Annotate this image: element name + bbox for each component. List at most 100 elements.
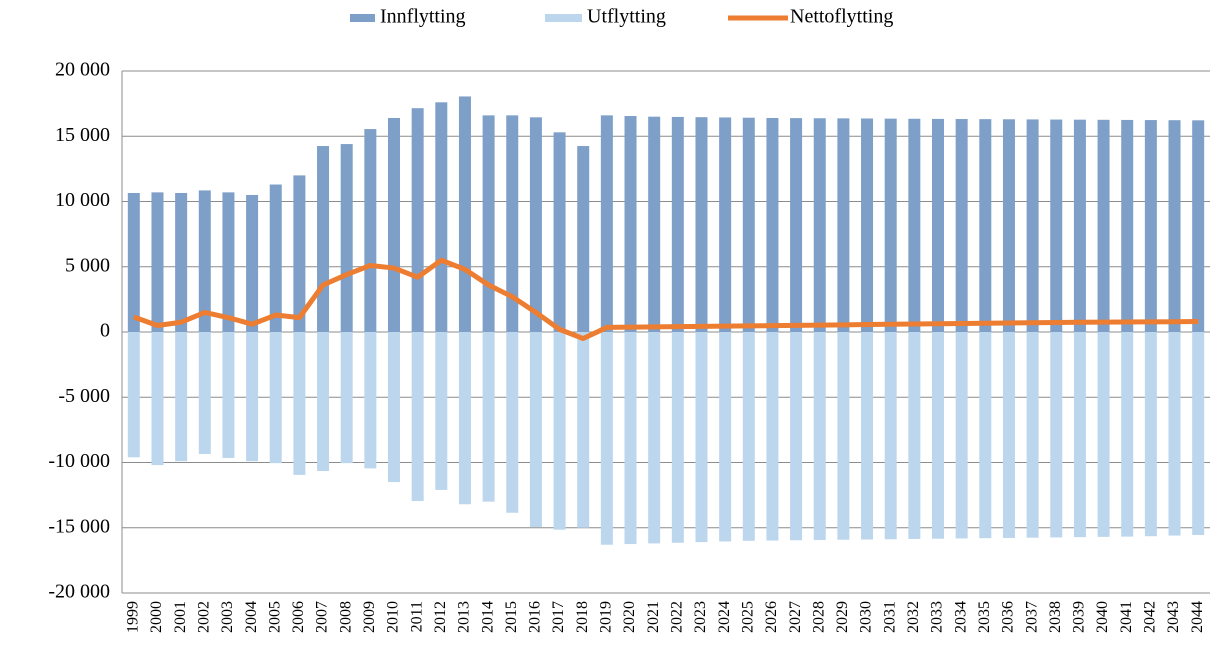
x-tick-label: 2043 <box>1165 601 1182 633</box>
x-tick-label: 2021 <box>645 601 662 633</box>
legend-label: Utflytting <box>587 6 666 28</box>
bar <box>293 332 306 475</box>
x-tick-label: 2036 <box>1000 601 1017 633</box>
y-tick-label: 20 000 <box>55 59 110 81</box>
x-tick-label: 2015 <box>503 601 520 633</box>
bar <box>695 332 708 543</box>
bar <box>340 144 353 332</box>
bar <box>269 332 282 464</box>
x-tick-label: 2017 <box>550 601 567 633</box>
bar <box>979 332 992 539</box>
bar <box>317 332 330 471</box>
x-tick-label: 2040 <box>1094 601 1111 633</box>
bar <box>790 118 803 332</box>
x-tick-label: 2030 <box>858 601 875 633</box>
bar <box>435 102 448 332</box>
x-tick-label: 2028 <box>810 601 827 633</box>
legend-label: Innflytting <box>380 6 466 28</box>
x-tick-label: 2018 <box>574 601 591 633</box>
bar <box>175 332 188 462</box>
x-tick-label: 2014 <box>479 601 496 633</box>
bar <box>553 332 566 530</box>
bar <box>1097 119 1110 332</box>
bar <box>813 332 826 541</box>
bar <box>1121 119 1134 332</box>
bar <box>1050 332 1063 538</box>
x-tick-label: 2024 <box>716 601 733 633</box>
bar <box>742 332 755 541</box>
bar <box>388 117 400 332</box>
bar <box>1002 332 1015 538</box>
x-tick-label: 2034 <box>952 601 969 633</box>
x-tick-label: 2011 <box>408 601 425 632</box>
y-tick-label: 5 000 <box>65 254 110 276</box>
x-tick-label: 2019 <box>598 601 615 633</box>
bar <box>1192 332 1205 535</box>
legend-label: Nettoflytting <box>790 6 893 28</box>
y-tick-label: -10 000 <box>48 450 110 472</box>
bar <box>955 119 968 332</box>
x-tick-label: 2001 <box>172 601 189 633</box>
y-tick-label: -20 000 <box>48 581 110 603</box>
x-tick-label: 2038 <box>1047 601 1064 633</box>
bar <box>293 175 306 332</box>
bar <box>671 332 684 543</box>
bar <box>813 118 826 332</box>
bar <box>482 332 495 502</box>
bar <box>908 332 921 539</box>
bar <box>861 118 874 332</box>
bar <box>790 332 803 541</box>
bar <box>482 115 495 333</box>
y-tick-label: -15 000 <box>48 515 110 537</box>
x-tick-label: 2012 <box>432 601 449 633</box>
bar <box>719 117 732 332</box>
bar <box>600 332 613 545</box>
bar <box>932 332 944 539</box>
x-tick-label: 2002 <box>195 601 212 633</box>
bar <box>1073 332 1086 538</box>
bar <box>388 332 400 483</box>
bar <box>766 117 779 332</box>
x-tick-label: 2000 <box>148 601 165 633</box>
bar <box>1168 332 1181 536</box>
bar <box>1144 120 1157 333</box>
bar <box>837 118 850 333</box>
bar <box>411 108 424 332</box>
legend-swatch <box>545 14 582 22</box>
x-tick-label: 2016 <box>527 601 544 633</box>
bar <box>411 332 424 501</box>
bar <box>1002 119 1015 332</box>
x-tick-label: 2025 <box>739 601 756 633</box>
bar <box>246 332 259 462</box>
y-tick-label: -5 000 <box>58 385 110 407</box>
x-tick-label: 2007 <box>314 601 331 633</box>
y-tick-label: 0 <box>100 320 110 342</box>
bar <box>198 190 211 332</box>
x-tick-label: 2044 <box>1189 601 1206 633</box>
bar <box>695 117 708 333</box>
y-tick-label: 10 000 <box>55 189 110 211</box>
bar <box>364 129 377 332</box>
bar <box>742 117 755 333</box>
bar <box>766 332 779 541</box>
bar <box>624 116 637 333</box>
x-tick-label: 2026 <box>763 601 780 633</box>
bar <box>1050 119 1063 333</box>
bar <box>955 332 968 539</box>
bar <box>1097 332 1110 537</box>
bar <box>529 117 542 332</box>
x-tick-label: 2023 <box>692 601 709 633</box>
bar <box>127 332 140 458</box>
x-tick-label: 2009 <box>361 601 378 633</box>
bar <box>979 119 992 332</box>
x-tick-label: 1999 <box>124 601 141 633</box>
bar <box>1168 120 1181 332</box>
bar <box>435 332 448 490</box>
bar <box>458 332 471 505</box>
x-tick-label: 2041 <box>1118 601 1135 633</box>
bar <box>577 332 590 528</box>
x-tick-label: 2008 <box>337 601 354 633</box>
bar <box>127 193 140 332</box>
x-tick-label: 2005 <box>266 601 283 633</box>
